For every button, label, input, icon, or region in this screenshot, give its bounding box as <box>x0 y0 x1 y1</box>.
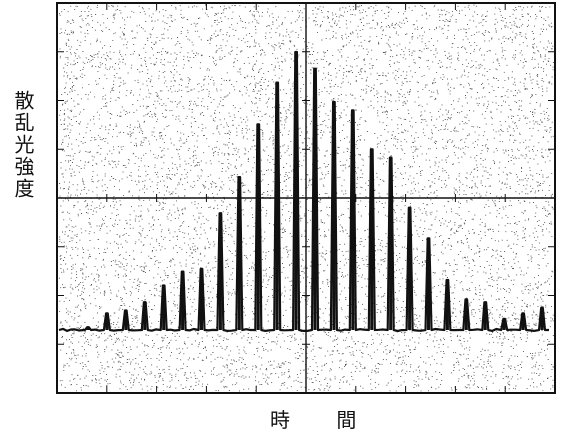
y-axis-label: 散乱光強度 <box>11 90 35 200</box>
signal-trace <box>58 50 549 333</box>
x-axis-label: 時 間 <box>270 408 377 432</box>
